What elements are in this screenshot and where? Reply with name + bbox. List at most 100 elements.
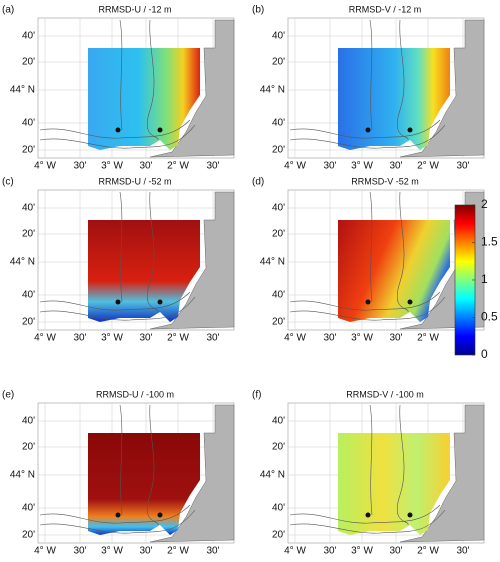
field bbox=[338, 220, 450, 322]
x-tick-label: 30' bbox=[206, 161, 219, 172]
land bbox=[149, 404, 235, 543]
isobath bbox=[39, 504, 191, 524]
panel-label: (d) bbox=[252, 177, 264, 188]
field bbox=[338, 48, 450, 150]
station bbox=[157, 299, 163, 305]
x-tick-label: 4° W bbox=[34, 161, 56, 172]
isobath bbox=[119, 19, 123, 131]
y-tick-label: 40' bbox=[22, 203, 35, 214]
isobath bbox=[397, 19, 409, 141]
panel-title: RRMSD-V -52 m bbox=[351, 176, 419, 186]
x-tick-label: 30' bbox=[73, 546, 86, 557]
x-tick-label: 30' bbox=[73, 161, 86, 172]
map-panel: (c) RRMSD-U / -52 m 40' 20' 44° N 40' 20' 4° W 3… bbox=[2, 176, 235, 344]
x-tick-label: 30' bbox=[456, 161, 469, 172]
colorbar-tick-label: 2 bbox=[481, 197, 488, 211]
y-tick-label: 44° N bbox=[10, 470, 35, 481]
y-tick-label: 20' bbox=[22, 530, 35, 541]
y-tick-label: 40' bbox=[22, 118, 35, 129]
x-tick-label: 30' bbox=[206, 546, 219, 557]
y-tick-label: 20' bbox=[22, 57, 35, 68]
map-panel: (d) RRMSD-V -52 m 40' 20' 44° N 40' 20' 4° W 30'… bbox=[252, 176, 485, 344]
y-tick-label: 40' bbox=[272, 203, 285, 214]
station bbox=[407, 512, 413, 518]
x-tick-label: 4° W bbox=[284, 333, 306, 344]
y-tick-label: 40' bbox=[272, 31, 285, 42]
land bbox=[149, 19, 235, 158]
station bbox=[115, 512, 121, 518]
map-panel: (e) RRMSD-U / -100 m 40' 20' 44° N 40' 20' 4° W… bbox=[2, 389, 235, 557]
x-tick-label: 3° W bbox=[351, 546, 373, 557]
station bbox=[157, 512, 163, 518]
colorbar-tick-label: 1.5 bbox=[481, 235, 498, 249]
x-tick-label: 3° W bbox=[101, 333, 123, 344]
y-tick-label: 20' bbox=[272, 57, 285, 68]
x-tick-label: 3° W bbox=[351, 161, 373, 172]
panel-title: RRMSD-U / -100 m bbox=[96, 389, 174, 399]
x-tick-label: 4° W bbox=[284, 161, 306, 172]
y-tick-label: 44° N bbox=[260, 470, 285, 481]
y-tick-label: 20' bbox=[272, 530, 285, 541]
station bbox=[115, 127, 121, 133]
y-tick-label: 40' bbox=[22, 503, 35, 514]
y-tick-label: 44° N bbox=[10, 85, 35, 96]
isobath bbox=[369, 19, 373, 131]
y-tick-label: 20' bbox=[272, 145, 285, 156]
y-tick-label: 40' bbox=[22, 31, 35, 42]
isobath bbox=[369, 191, 373, 303]
field bbox=[88, 220, 200, 322]
x-tick-label: 3° W bbox=[351, 333, 373, 344]
map-panel: (b) RRMSD-V / -12 m 40' 20' 44° N 40' 20' 4° W 3… bbox=[252, 4, 485, 172]
colorbar-tick-label: 0 bbox=[481, 347, 488, 361]
map-panel: (a) RRMSD-U / -12 m 40' 20' 44° N 40' 20' 4° W 3… bbox=[2, 4, 235, 172]
x-tick-label: 30' bbox=[389, 333, 402, 344]
isobath bbox=[397, 191, 409, 313]
x-tick-label: 4° W bbox=[34, 546, 56, 557]
x-tick-label: 30' bbox=[389, 161, 402, 172]
field bbox=[338, 433, 450, 535]
isobath bbox=[39, 509, 196, 534]
isobath bbox=[119, 191, 123, 303]
isobath bbox=[119, 404, 123, 516]
y-tick-label: 20' bbox=[22, 229, 35, 240]
y-tick-label: 20' bbox=[22, 145, 35, 156]
y-tick-label: 20' bbox=[272, 317, 285, 328]
panel-title: RRMSD-U / -52 m bbox=[98, 176, 171, 186]
x-tick-label: 30' bbox=[323, 161, 336, 172]
panel-label: (e) bbox=[2, 390, 14, 401]
station bbox=[407, 127, 413, 133]
x-tick-label: 30' bbox=[139, 546, 152, 557]
x-tick-label: 30' bbox=[456, 546, 469, 557]
station bbox=[407, 299, 413, 305]
isobath bbox=[147, 19, 159, 141]
x-tick-label: 2° W bbox=[417, 333, 439, 344]
y-tick-label: 40' bbox=[272, 118, 285, 129]
isobath bbox=[289, 291, 441, 311]
station bbox=[115, 299, 121, 305]
panel-title: RRMSD-V / -100 m bbox=[346, 389, 424, 399]
map-panel: (f) RRMSD-V / -100 m 40' 20' 44° N 40' 20' 4° W… bbox=[252, 389, 485, 557]
x-tick-label: 3° W bbox=[101, 161, 123, 172]
isobath bbox=[147, 404, 159, 526]
panel-title: RRMSD-V / -12 m bbox=[349, 4, 422, 14]
y-tick-label: 20' bbox=[22, 442, 35, 453]
y-tick-label: 20' bbox=[22, 317, 35, 328]
isobath bbox=[39, 291, 191, 311]
isobath bbox=[289, 296, 446, 321]
x-tick-label: 30' bbox=[73, 333, 86, 344]
isobath bbox=[289, 124, 446, 149]
y-tick-label: 40' bbox=[22, 416, 35, 427]
y-tick-label: 40' bbox=[272, 416, 285, 427]
panel-label: (a) bbox=[2, 5, 14, 16]
x-tick-label: 2° W bbox=[167, 161, 189, 172]
land bbox=[399, 404, 485, 543]
station bbox=[365, 512, 371, 518]
y-tick-label: 40' bbox=[272, 290, 285, 301]
colorbar-tick-label: 0.5 bbox=[481, 310, 498, 324]
x-tick-label: 2° W bbox=[417, 546, 439, 557]
x-tick-label: 30' bbox=[206, 333, 219, 344]
station bbox=[365, 127, 371, 133]
y-tick-label: 20' bbox=[272, 442, 285, 453]
isobath bbox=[289, 119, 441, 139]
isobath bbox=[39, 296, 196, 321]
